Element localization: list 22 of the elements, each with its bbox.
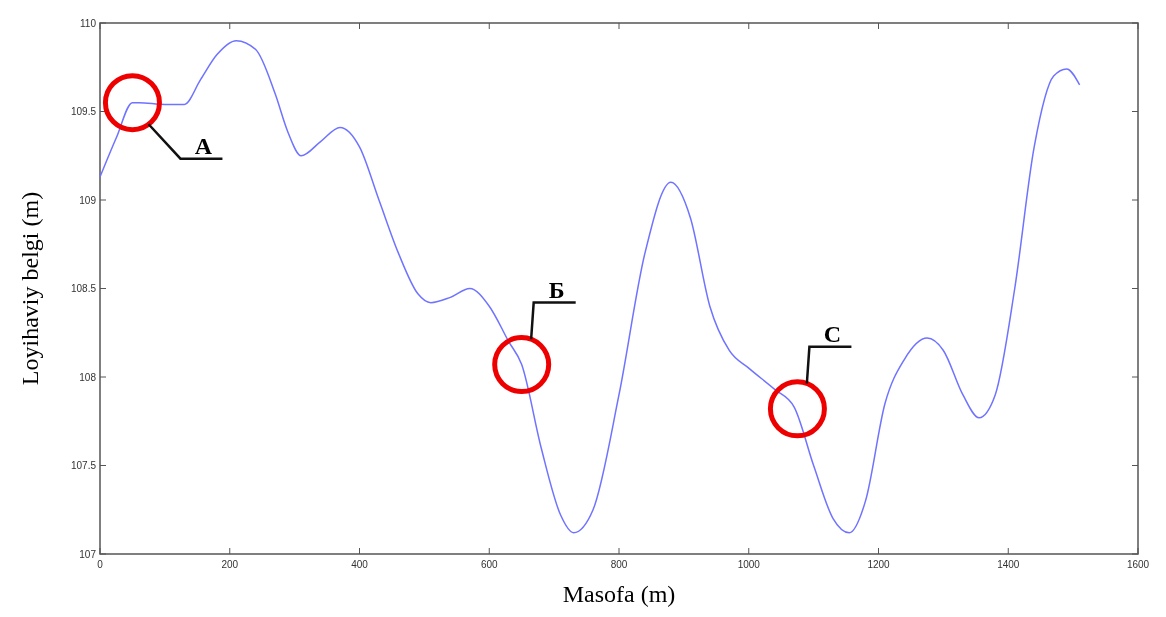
- y-tick-label: 109.5: [70, 106, 97, 117]
- x-tick-label: 600: [480, 559, 499, 570]
- x-tick-label: 1600: [1126, 559, 1150, 570]
- x-tick-label: 800: [610, 559, 628, 570]
- x-tick-label: 0: [97, 559, 104, 570]
- y-tick-label: 110: [80, 17, 97, 29]
- y-tick-label: 108.5: [70, 283, 97, 294]
- annotation: Б: [548, 276, 565, 303]
- annotation: A: [194, 132, 213, 159]
- x-axis-title: Masofa (m): [562, 581, 676, 607]
- line-series: [99, 39, 1081, 534]
- y-tick-label: 107.5: [70, 460, 97, 471]
- y-axis-title: Loyihaviy belgi (m): [17, 191, 43, 386]
- y-tick-label: 109: [79, 194, 97, 206]
- annotation: C: [823, 320, 842, 347]
- x-tick-label: 400: [351, 559, 369, 570]
- y-tick-label: 108: [79, 371, 97, 383]
- x-tick-label: 200: [221, 559, 239, 570]
- x-tick-label: 1400: [997, 559, 1020, 570]
- x-tick-label: 1000: [737, 559, 761, 570]
- y-tick-label: 107: [79, 548, 97, 560]
- x-tick-label: 1200: [867, 559, 891, 570]
